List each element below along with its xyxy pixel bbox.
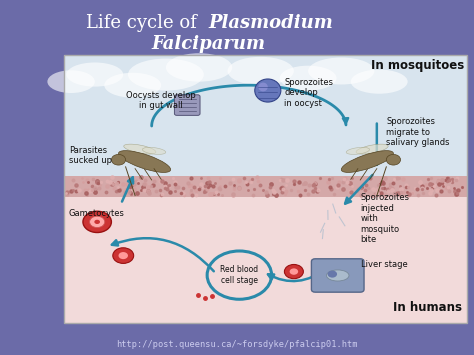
Bar (64, 55, 467, 323)
Ellipse shape (104, 73, 161, 98)
Text: Life cycle of: Life cycle of (86, 14, 209, 32)
Bar (64, 55, 467, 176)
Text: Sporozoites
injected
with
mosquito
bite: Sporozoites injected with mosquito bite (360, 193, 409, 244)
Bar (64, 197, 467, 323)
Bar (64, 176, 467, 197)
Ellipse shape (351, 70, 408, 94)
Ellipse shape (228, 57, 294, 85)
Ellipse shape (142, 147, 166, 154)
Text: Sporozoites
migrate to
salivary glands: Sporozoites migrate to salivary glands (386, 117, 450, 147)
FancyBboxPatch shape (311, 259, 364, 292)
Circle shape (90, 216, 105, 228)
Text: Parasites
sucked up: Parasites sucked up (69, 146, 112, 165)
Circle shape (113, 248, 134, 263)
Circle shape (284, 264, 303, 279)
Text: Falciparum: Falciparum (152, 36, 265, 53)
Ellipse shape (346, 147, 370, 154)
Text: Oocysts develop
in gut wall: Oocysts develop in gut wall (126, 91, 196, 110)
Circle shape (83, 211, 111, 233)
Ellipse shape (327, 270, 349, 281)
Text: In humans: In humans (393, 301, 462, 314)
Circle shape (328, 271, 337, 278)
Ellipse shape (118, 151, 171, 173)
Ellipse shape (66, 62, 123, 87)
Text: Plasmodium: Plasmodium (209, 14, 333, 32)
Circle shape (111, 154, 126, 165)
Ellipse shape (47, 70, 95, 93)
Text: Gametocytes: Gametocytes (69, 208, 125, 218)
Text: Sporozoites
develop
in oocyst: Sporozoites develop in oocyst (284, 78, 333, 108)
Text: http://post.queensu.ca/~forsdyke/pfalcip01.htm: http://post.queensu.ca/~forsdyke/pfalcip… (116, 340, 358, 349)
Ellipse shape (258, 83, 268, 92)
Text: Liver stage: Liver stage (361, 260, 408, 269)
Ellipse shape (341, 151, 393, 173)
Ellipse shape (128, 59, 204, 91)
Ellipse shape (280, 66, 337, 91)
FancyBboxPatch shape (174, 95, 200, 115)
Ellipse shape (308, 58, 374, 84)
Ellipse shape (255, 79, 281, 102)
Text: In mosquitoes: In mosquitoes (371, 59, 465, 72)
Ellipse shape (356, 144, 388, 154)
Circle shape (118, 252, 128, 259)
Ellipse shape (166, 53, 232, 82)
Circle shape (94, 220, 100, 224)
Text: Red blood
cell stage: Red blood cell stage (220, 266, 258, 285)
Circle shape (386, 154, 401, 165)
Ellipse shape (124, 144, 156, 154)
Circle shape (290, 268, 298, 275)
